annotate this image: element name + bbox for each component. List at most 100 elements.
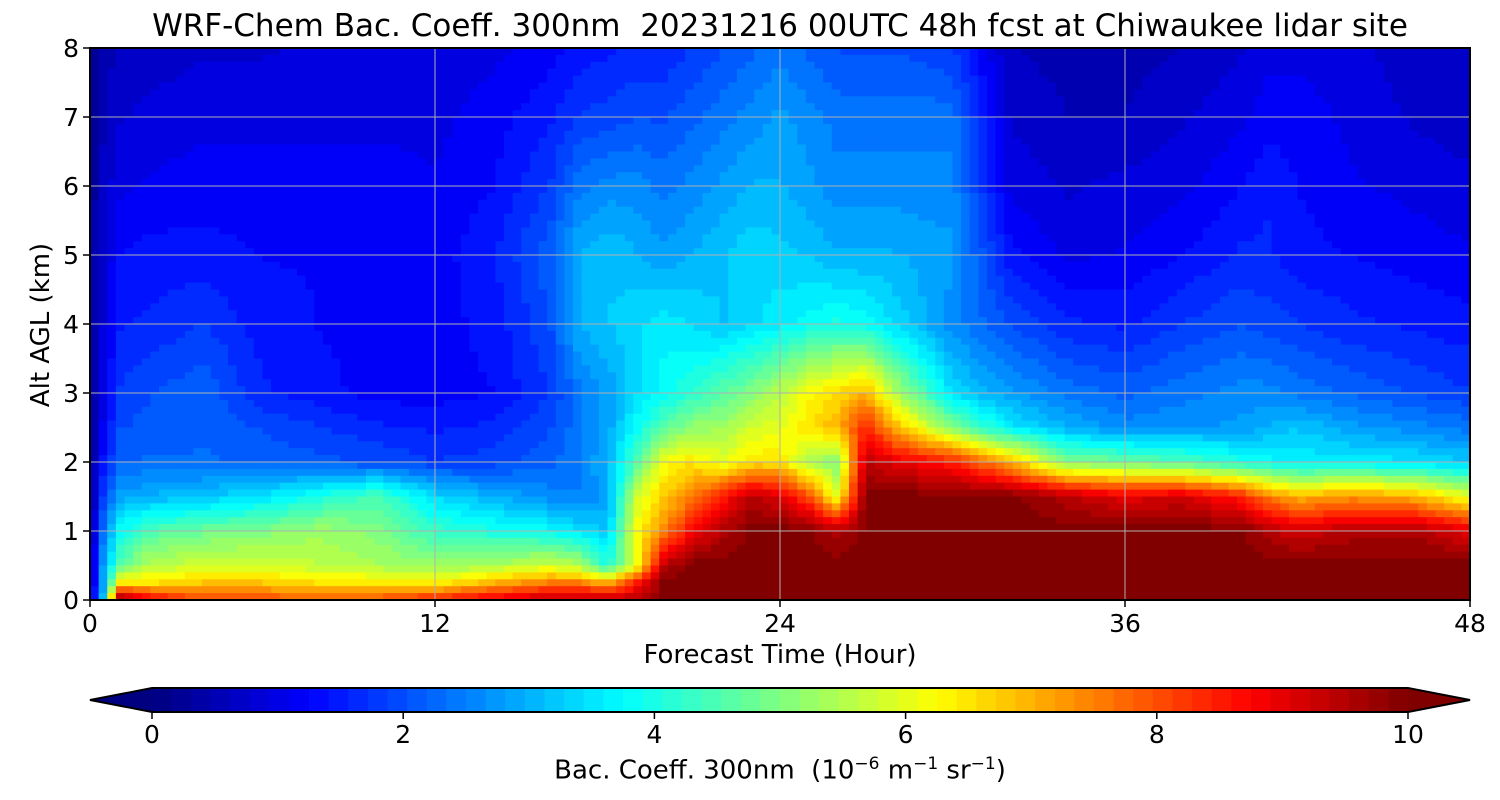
heatmap-cell: [624, 82, 634, 90]
heatmap-cell: [564, 61, 574, 70]
heatmap-cell: [642, 61, 652, 70]
heatmap-cell: [115, 206, 126, 215]
heatmap-cell: [322, 48, 333, 56]
heatmap-cell: [823, 61, 833, 70]
heatmap-cell: [1461, 130, 1471, 139]
heatmap-cell: [685, 241, 695, 249]
heatmap-cell: [685, 61, 695, 70]
heatmap-cell: [745, 103, 755, 111]
heatmap-cell: [90, 137, 100, 146]
heatmap-cell: [814, 61, 824, 70]
heatmap-cell: [383, 48, 393, 56]
heatmap-cell: [98, 241, 108, 249]
heatmap-cell: [659, 61, 669, 70]
heatmap-cell: [271, 89, 281, 97]
heatmap-cell: [400, 75, 410, 84]
heatmap-cell: [98, 75, 108, 84]
heatmap-cell: [840, 89, 850, 97]
heatmap-cell: [236, 192, 246, 201]
heatmap-cell: [1047, 103, 1057, 111]
heatmap-cell: [193, 75, 203, 84]
heatmap-cell: [288, 213, 298, 222]
heatmap-cell: [348, 179, 358, 187]
heatmap-cell: [1202, 220, 1212, 228]
heatmap-cell: [607, 103, 617, 111]
heatmap-cell: [529, 165, 540, 173]
heatmap-cell: [573, 123, 583, 132]
heatmap-cell: [547, 144, 557, 153]
heatmap-cell: [1116, 61, 1126, 70]
heatmap-cell: [676, 206, 686, 215]
heatmap-cell: [1081, 220, 1092, 228]
heatmap-cell: [495, 75, 505, 84]
heatmap-cell: [935, 234, 945, 242]
heatmap-cell: [1090, 234, 1100, 242]
heatmap-cell: [961, 103, 971, 111]
heatmap-cell: [279, 255, 289, 263]
heatmap-cell: [245, 68, 255, 77]
heatmap-cell: [797, 158, 807, 166]
heatmap-cell: [1409, 220, 1419, 228]
heatmap-cell: [1038, 137, 1048, 146]
heatmap-cell: [305, 206, 315, 215]
heatmap-cell: [555, 220, 565, 228]
heatmap-cell: [435, 61, 445, 70]
heatmap-cell: [754, 179, 764, 187]
heatmap-cell: [1194, 54, 1204, 63]
heatmap-cell: [762, 227, 772, 235]
heatmap-cell: [978, 172, 988, 180]
heatmap-cell: [685, 151, 695, 159]
heatmap-cell: [1340, 110, 1350, 118]
heatmap-cell: [650, 151, 660, 159]
heatmap-cell: [331, 89, 341, 97]
heatmap-cell: [1280, 130, 1290, 139]
heatmap-cell: [1357, 68, 1368, 77]
heatmap-cell: [279, 151, 289, 159]
heatmap-cell: [1038, 199, 1048, 208]
heatmap-cell: [115, 192, 126, 201]
heatmap-cell: [1142, 172, 1152, 180]
heatmap-cell: [98, 227, 108, 235]
heatmap-cell: [90, 213, 100, 222]
heatmap-cell: [1202, 54, 1212, 63]
heatmap-cell: [297, 103, 307, 111]
heatmap-cell: [288, 199, 298, 208]
heatmap-cell: [1142, 89, 1152, 97]
heatmap-cell: [1125, 206, 1135, 215]
heatmap-cell: [650, 144, 660, 153]
heatmap-cell: [133, 234, 143, 242]
heatmap-cell: [1176, 199, 1186, 208]
heatmap-cell: [1314, 179, 1324, 187]
heatmap-cell: [624, 68, 634, 77]
heatmap-cell: [624, 130, 634, 139]
heatmap-cell: [1271, 137, 1281, 146]
heatmap-cell: [624, 75, 634, 84]
heatmap-cell: [1288, 248, 1299, 256]
heatmap-cell: [107, 110, 117, 118]
heatmap-cell: [529, 192, 540, 201]
heatmap-cell: [1349, 192, 1359, 201]
heatmap-cell: [141, 248, 151, 256]
heatmap-cell: [322, 68, 333, 77]
heatmap-cell: [236, 179, 246, 187]
heatmap-cell: [495, 158, 505, 166]
heatmap-cell: [762, 186, 772, 194]
heatmap-cell: [409, 172, 419, 180]
heatmap-cell: [1392, 220, 1402, 228]
heatmap-cell: [711, 103, 721, 111]
heatmap-cell: [1280, 158, 1290, 166]
heatmap-cell: [1056, 103, 1066, 111]
heatmap-cell: [133, 241, 143, 249]
heatmap-cell: [141, 261, 151, 270]
heatmap-cell: [184, 103, 195, 111]
heatmap-cell: [555, 199, 565, 208]
heatmap-cell: [797, 123, 807, 132]
heatmap-cell: [1219, 220, 1230, 228]
heatmap-cell: [176, 192, 186, 201]
heatmap-cell: [874, 117, 885, 125]
heatmap-cell: [598, 68, 609, 77]
heatmap-cell: [1073, 48, 1083, 56]
heatmap-cell: [340, 48, 350, 56]
heatmap-cell: [159, 261, 169, 270]
heatmap-cell: [331, 75, 341, 84]
